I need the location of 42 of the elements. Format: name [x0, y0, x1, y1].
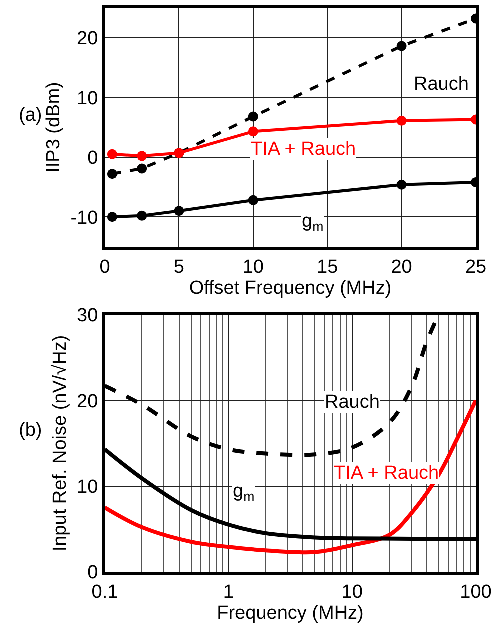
y-axis-title: Input Ref. Noise (nV/√Hz) — [50, 335, 71, 552]
series-label: TIA + Rauch — [334, 463, 440, 484]
x-tick-label: 0.1 — [92, 582, 118, 603]
point — [137, 164, 148, 174]
y-axis-title: IIP3 (dBm) — [44, 82, 65, 173]
point — [396, 41, 407, 52]
x-tick-label: 10 — [342, 582, 363, 603]
x-axis-title: Offset Frequency (MHz) — [189, 278, 392, 299]
point — [396, 116, 407, 126]
x-tick-label: 5 — [174, 256, 184, 278]
text: (a) — [19, 105, 42, 126]
series-label: g$_{m}$ — [302, 211, 324, 234]
x-tick-label: 15 — [317, 256, 338, 278]
series-label: TIA + Rauch — [251, 139, 356, 160]
series-label: Rauch — [325, 392, 380, 413]
point — [107, 212, 118, 222]
point — [248, 126, 258, 137]
y-tick-label: 10 — [77, 88, 98, 110]
point — [248, 195, 258, 206]
point — [174, 206, 184, 216]
series-label: Rauch — [414, 74, 469, 95]
y-tick-label: 20 — [77, 391, 98, 412]
y-tick-label: 30 — [77, 306, 98, 327]
y-tick-label: 20 — [77, 28, 98, 50]
y-tick-label: 10 — [77, 476, 98, 498]
point — [396, 180, 407, 190]
y-tick-label: 0 — [88, 148, 98, 170]
point — [137, 151, 148, 162]
point — [107, 169, 118, 180]
point — [137, 210, 148, 221]
x-tick-label: 25 — [465, 256, 487, 278]
y-tick-label: -10 — [70, 208, 98, 229]
x-tick-label: 100 — [460, 582, 492, 603]
series-label: g$_{m}$ — [233, 481, 255, 504]
x-tick-label: 20 — [391, 256, 412, 278]
point — [248, 112, 258, 122]
x-tick-label: 1 — [223, 582, 234, 603]
y-tick-label: 0 — [88, 562, 98, 584]
text: (b) — [19, 420, 42, 441]
x-tick-label: 10 — [242, 256, 264, 278]
point — [107, 149, 118, 160]
x-axis-title: Frequency (MHz) — [217, 602, 364, 624]
